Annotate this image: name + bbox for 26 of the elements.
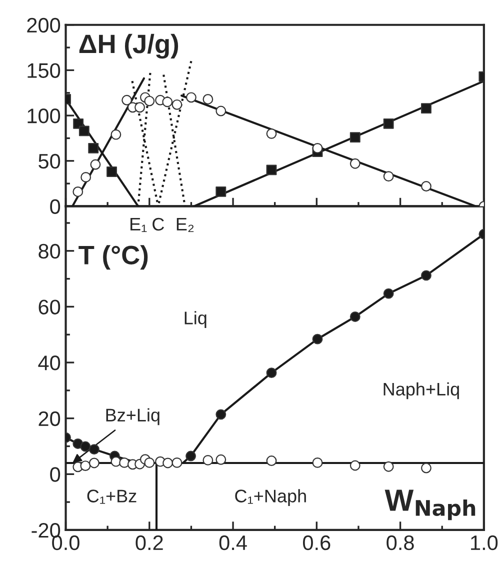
y-tick-label: 80 [38,244,60,259]
y-tick-label: 20 [38,411,60,426]
y-tick-label: 50 [38,154,60,169]
annotation: Bz+Liq [106,408,160,426]
y-tick-label: 60 [38,300,60,314]
y-tick-label: 200 [27,18,60,33]
x-tick-label: 0.8 [386,535,414,550]
x-tick-label: 1.0 [471,535,498,550]
annotation: E₂ [176,218,194,232]
y-tick-label: 150 [28,63,60,78]
y-axis-title: ΔH (J/g) [79,34,178,59]
annotation: C₁+Bz [87,490,136,504]
x-tick-label: 0.6 [302,535,330,550]
y-tick-label: 0 [50,199,60,214]
x-axis-title: W$_{Naph}$ [384,490,476,520]
annotation: C₁+Naph [235,489,306,506]
y-tick-label: 0 [50,467,60,482]
annotation: Liq [184,311,206,328]
annotation: C [152,218,164,231]
annotation: E₁ [130,218,147,232]
y-tick-label: 40 [38,356,60,370]
y-axis-title: T (°C) [78,245,148,270]
annotation: Naph+Liq [384,382,459,400]
x-tick-label: 0.2 [136,535,163,550]
x-tick-label: 0.4 [219,535,247,550]
y-tick-label: 100 [28,108,60,124]
